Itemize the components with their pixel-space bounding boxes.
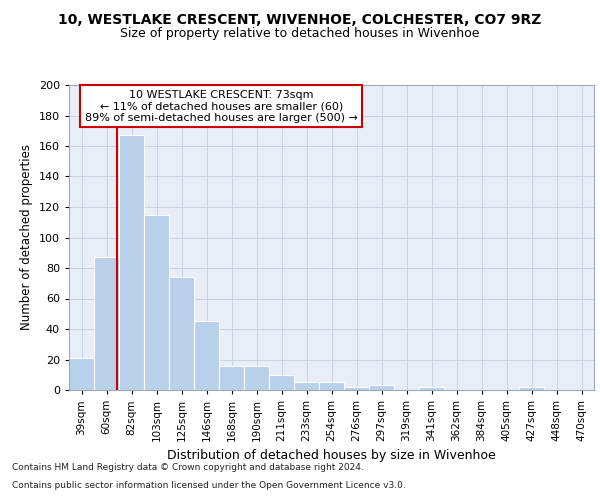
Text: Contains public sector information licensed under the Open Government Licence v3: Contains public sector information licen… [12,481,406,490]
Bar [344,387,369,390]
Bar [294,382,319,390]
Bar [69,358,94,390]
Bar [219,366,244,390]
X-axis label: Distribution of detached houses by size in Wivenhoe: Distribution of detached houses by size … [167,450,496,462]
Y-axis label: Number of detached properties: Number of detached properties [20,144,33,330]
Bar [269,375,294,390]
Text: 10, WESTLAKE CRESCENT, WIVENHOE, COLCHESTER, CO7 9RZ: 10, WESTLAKE CRESCENT, WIVENHOE, COLCHES… [58,12,542,26]
Bar [419,387,444,390]
Text: Contains HM Land Registry data © Crown copyright and database right 2024.: Contains HM Land Registry data © Crown c… [12,464,364,472]
Text: Size of property relative to detached houses in Wivenhoe: Size of property relative to detached ho… [120,28,480,40]
Bar [519,387,544,390]
Bar [169,277,194,390]
Bar [319,382,344,390]
Bar [94,258,119,390]
Bar [144,214,169,390]
Text: 10 WESTLAKE CRESCENT: 73sqm
← 11% of detached houses are smaller (60)
89% of sem: 10 WESTLAKE CRESCENT: 73sqm ← 11% of det… [85,90,358,123]
Bar [194,322,219,390]
Bar [119,136,144,390]
Bar [369,386,394,390]
Bar [244,366,269,390]
